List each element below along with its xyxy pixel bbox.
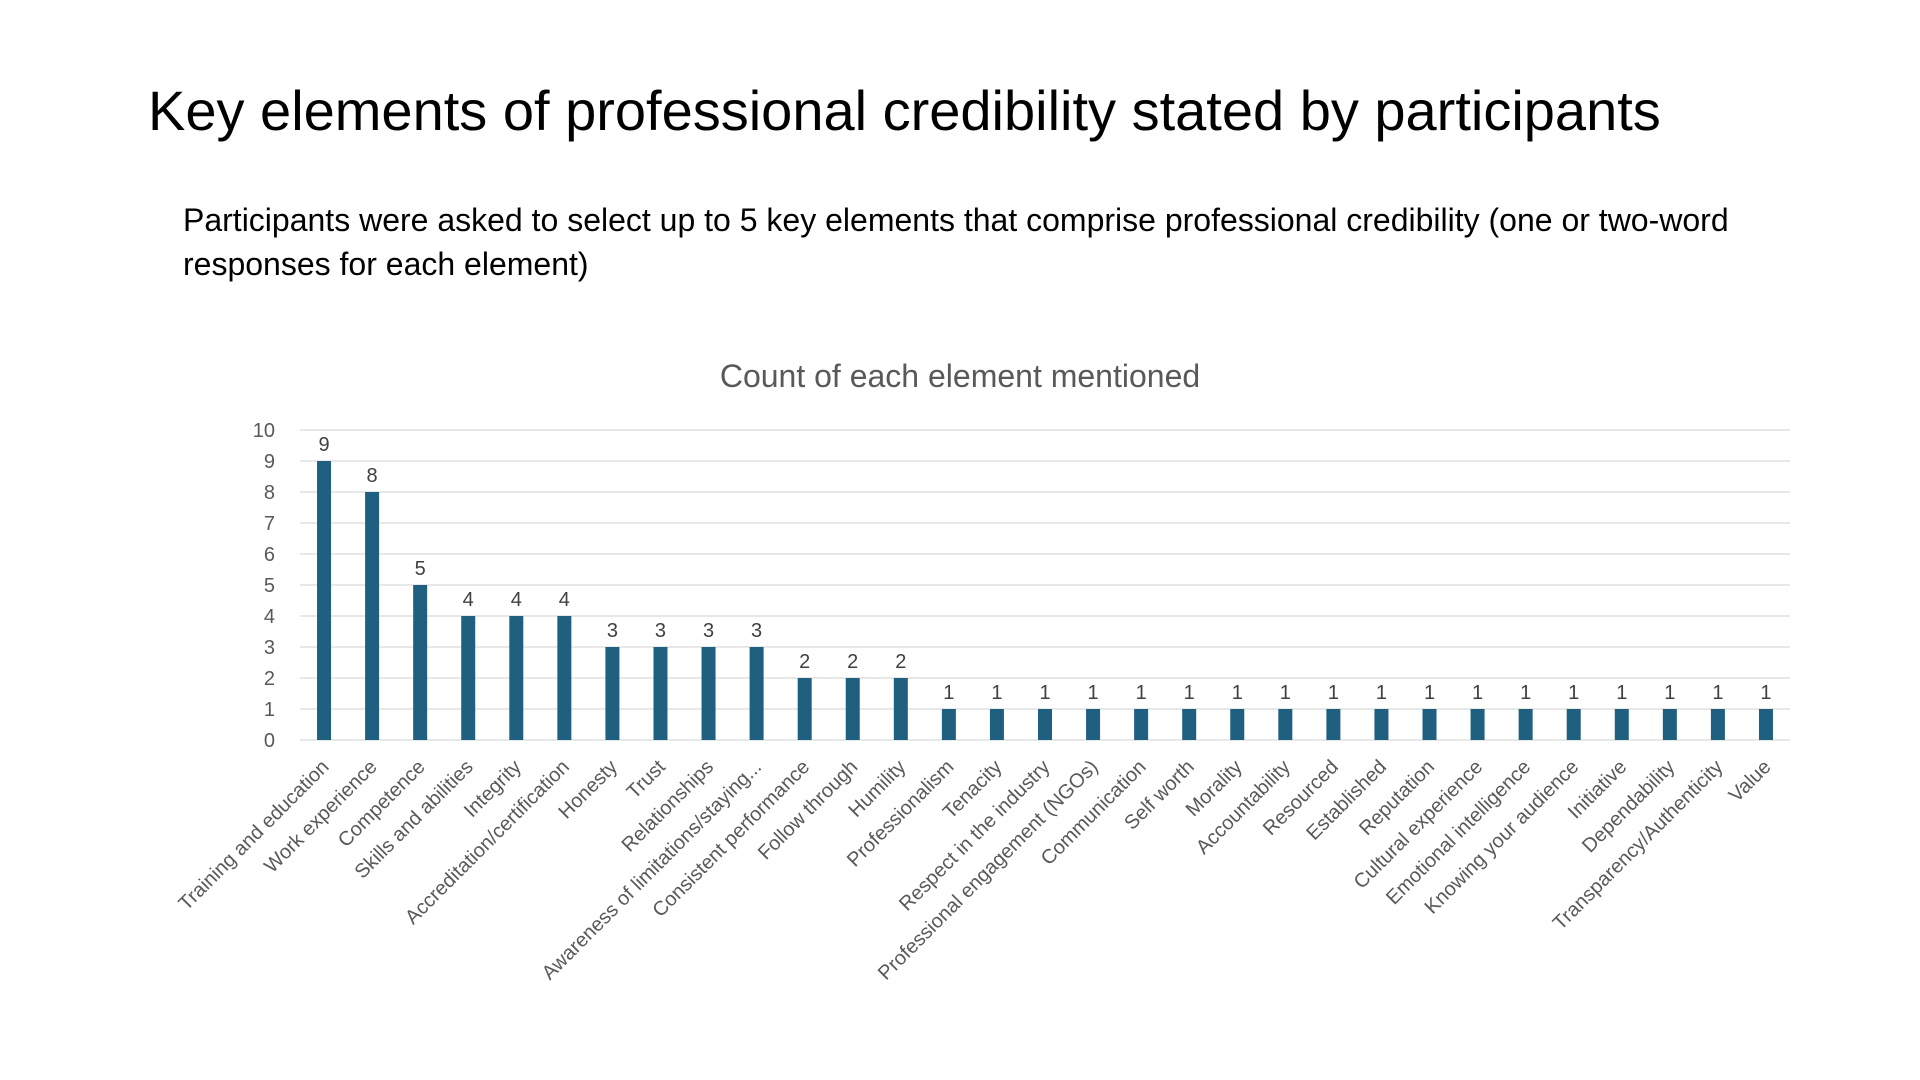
bar [1470,709,1485,740]
bar [1614,709,1629,740]
data-label: 1 [1376,682,1387,704]
bar [701,647,716,740]
y-tick-label: 1 [264,699,275,721]
bar [989,709,1004,740]
data-label: 1 [943,682,954,704]
bar [1182,709,1197,740]
data-label: 3 [607,620,618,642]
data-label: 1 [1328,682,1339,704]
bar-chart: Count of each element mentioned 0 1 2 3 4 5 6 7… [0,340,1920,1080]
data-label: 2 [847,651,858,673]
y-tick-label: 9 [264,451,275,473]
bar [845,678,860,740]
bar [1518,709,1533,740]
bar [1662,709,1677,740]
y-tick-label: 8 [264,482,275,504]
bar [1710,709,1725,740]
data-label: 1 [1520,682,1531,704]
bar [1230,709,1245,740]
bar [1278,709,1293,740]
data-label: 3 [751,620,762,642]
bar [797,678,812,740]
bar [1134,709,1149,740]
slide-subtitle: Participants were asked to select up to … [183,202,1729,282]
data-label: 4 [463,589,474,611]
bar [941,709,956,740]
y-axis-ticks: 0 1 2 3 4 5 6 7 8 9 10 [253,420,275,752]
y-tick-label: 10 [253,420,275,442]
data-label: 1 [1616,682,1627,704]
bar [1038,709,1052,740]
slide-title: Key elements of professional credibility… [148,79,1661,142]
y-tick-label: 6 [264,544,275,566]
data-label: 3 [655,620,666,642]
data-label: 1 [1136,682,1147,704]
bar [461,616,476,740]
bar [1758,709,1773,740]
data-label: 1 [1039,682,1050,704]
bars [317,461,1773,740]
data-label: 1 [1088,682,1099,704]
bar [1422,709,1437,740]
data-label: 1 [991,682,1002,704]
data-label: 1 [1760,682,1771,704]
bar [749,647,764,740]
data-label: 9 [318,434,329,456]
bar [557,616,572,740]
data-label: 4 [511,589,522,611]
y-tick-label: 5 [264,575,275,597]
data-label: 3 [703,620,714,642]
data-label: 8 [367,465,378,487]
y-tick-label: 3 [264,637,275,659]
bar [1374,709,1389,740]
data-label: 2 [799,651,810,673]
x-category-label: Value [1725,756,1776,807]
y-tick-label: 4 [264,606,275,628]
bar [893,678,908,740]
y-tick-label: 7 [264,513,275,535]
bar [1326,709,1341,740]
bar [605,647,620,740]
data-label: 5 [415,558,426,580]
y-tick-label: 0 [264,730,275,752]
data-label: 2 [895,651,906,673]
data-label: 1 [1712,682,1723,704]
data-label: 1 [1664,682,1675,704]
data-label: 1 [1280,682,1291,704]
y-tick-label: 2 [264,668,275,690]
bar [365,492,380,740]
data-label: 1 [1184,682,1195,704]
bar [1086,709,1101,740]
chart-canvas: 0 1 2 3 4 5 6 7 8 9 10 9 8 5 4 4 4 3 3 3 3 2 2 2 1 1 1 1 1 1 1 1 1 1 1 1 1 1… [175,420,1790,985]
bar [509,616,524,740]
bar [653,647,668,740]
data-label: 1 [1472,682,1483,704]
bar [1566,709,1581,740]
data-label: 1 [1424,682,1435,704]
data-label: 4 [559,589,570,611]
data-labels: 9 8 5 4 4 4 3 3 3 3 2 2 2 1 1 1 1 1 1 1 1 1 1 1 1 1 1 1 1 1 1 [318,434,1771,704]
bar [413,585,428,740]
bar [317,461,332,740]
chart-title: Count of each element mentioned [719,358,1201,394]
data-label: 1 [1568,682,1579,704]
data-label: 1 [1232,682,1243,704]
